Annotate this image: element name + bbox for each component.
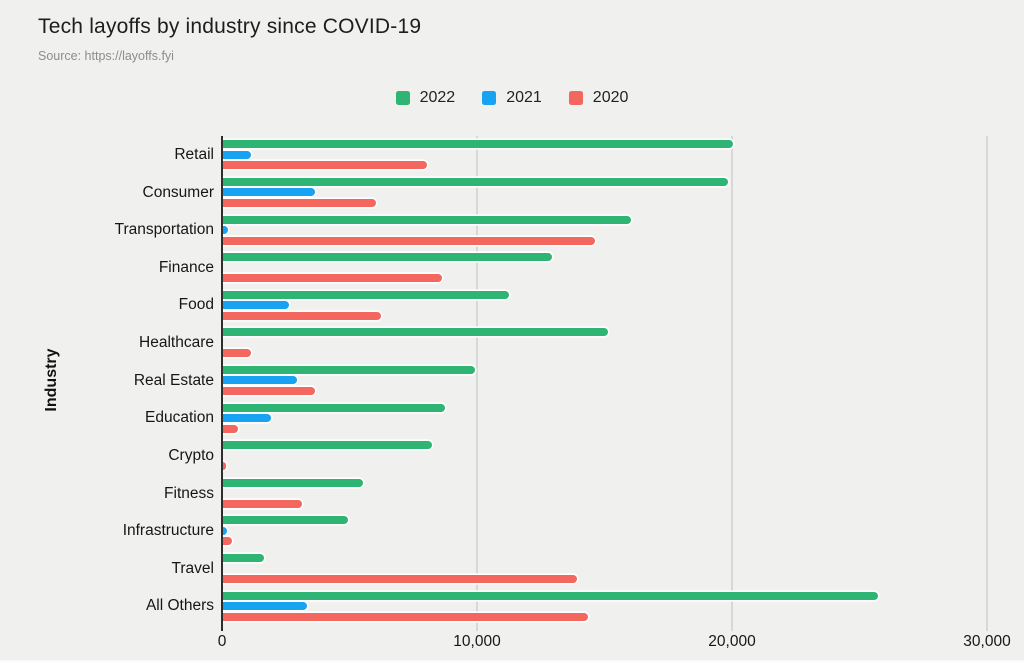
category-label-food: Food [178, 296, 214, 314]
legend-swatch-2021 [482, 91, 497, 105]
category-label-consumer: Consumer [142, 183, 215, 201]
bar-finance-2020 [223, 274, 443, 283]
bar-consumer-2020 [223, 198, 376, 207]
y-axis-title: Industry [43, 348, 60, 412]
bar-row-healthcare: Healthcare [0, 324, 1024, 362]
bar-group-education [223, 403, 445, 433]
bar-group-fitness [223, 478, 364, 508]
bar-all-others-2020 [223, 612, 588, 621]
chart-source: Source: https://layoffs.fyi [38, 49, 174, 63]
bar-transportation-2021 [223, 226, 229, 235]
bar-group-transportation [223, 215, 631, 245]
bar-transportation-2022 [223, 215, 631, 224]
bar-retail-2020 [223, 161, 427, 170]
bar-row-infrastructure: Infrastructure [0, 512, 1024, 550]
bar-group-crypto [223, 441, 433, 471]
legend-label-2022: 2022 [419, 89, 456, 106]
category-label-crypto: Crypto [168, 446, 214, 464]
bar-row-consumer: Consumer [0, 174, 1024, 212]
category-label-travel: Travel [171, 559, 215, 577]
x-tick-label-20-000: 20,000 [708, 633, 756, 650]
bar-retail-2021 [223, 150, 252, 159]
legend-swatch-2022 [395, 91, 410, 105]
category-label-all-others: All Others [145, 597, 214, 615]
category-label-finance: Finance [158, 258, 214, 276]
bar-healthcare-2020 [223, 349, 252, 358]
bar-row-real-estate: Real Estate [0, 362, 1024, 400]
bar-infrastructure-2021 [223, 526, 227, 535]
bar-fitness-2022 [223, 478, 364, 487]
bar-real-estate-2022 [223, 365, 476, 374]
bar-travel-2022 [223, 554, 264, 563]
legend-label-2020: 2020 [592, 89, 629, 106]
bar-food-2021 [223, 301, 290, 310]
bar-crypto-2020 [223, 462, 226, 471]
bar-consumer-2021 [223, 188, 315, 197]
bar-crypto-2022 [223, 441, 433, 450]
legend-label-2021: 2021 [506, 89, 542, 106]
bar-education-2020 [223, 424, 239, 433]
x-tick-label-10-000: 10,000 [453, 633, 501, 650]
bar-travel-2020 [223, 575, 578, 584]
category-label-transportation: Transportation [114, 221, 214, 239]
bar-real-estate-2021 [223, 376, 297, 385]
bar-group-healthcare [223, 328, 609, 358]
bar-healthcare-2022 [223, 328, 609, 337]
bar-group-infrastructure [223, 516, 348, 546]
bar-retail-2022 [223, 140, 733, 149]
category-label-real-estate: Real Estate [133, 371, 214, 389]
category-label-fitness: Fitness [164, 484, 214, 502]
bar-row-food: Food [0, 286, 1024, 324]
bar-row-transportation: Transportation [0, 211, 1024, 249]
bar-food-2022 [223, 290, 509, 299]
bar-group-travel [223, 554, 578, 584]
bar-infrastructure-2022 [223, 516, 348, 525]
bar-row-all-others: All Others [0, 587, 1024, 625]
bar-education-2021 [223, 414, 272, 423]
bar-row-retail: Retail [0, 136, 1024, 174]
bar-group-food [223, 290, 509, 320]
bar-row-finance: Finance [0, 249, 1024, 287]
bar-row-fitness: Fitness [0, 475, 1024, 513]
gridline-20-000 [731, 136, 733, 631]
gridline-10-000 [476, 136, 478, 631]
category-label-retail: Retail [174, 146, 214, 163]
bar-row-crypto: Crypto [0, 437, 1024, 475]
category-label-education: Education [145, 409, 214, 427]
bar-all-others-2021 [223, 602, 308, 611]
bar-row-travel: Travel [0, 550, 1024, 588]
bar-food-2020 [223, 311, 382, 320]
bar-group-consumer [223, 177, 728, 207]
category-label-healthcare: Healthcare [139, 334, 214, 352]
bar-group-finance [223, 253, 552, 283]
bar-transportation-2020 [223, 236, 596, 245]
bar-education-2022 [223, 403, 445, 412]
bar-consumer-2022 [223, 177, 728, 186]
chart-title: Tech layoffs by industry since COVID-19 [38, 15, 422, 38]
bar-group-real-estate [223, 365, 476, 395]
bar-all-others-2022 [223, 591, 879, 600]
bar-infrastructure-2020 [223, 537, 232, 546]
x-tick-label-0: 0 [217, 633, 227, 650]
bar-real-estate-2020 [223, 386, 315, 395]
bar-finance-2022 [223, 253, 552, 262]
legend-item-2022: 2022 [395, 89, 456, 107]
bar-group-all-others [223, 591, 879, 621]
legend-item-2020: 2020 [568, 89, 629, 107]
gridline-30-000 [986, 136, 988, 631]
bar-group-retail [223, 140, 733, 170]
bar-fitness-2020 [223, 499, 303, 508]
legend: 2022 2021 2020 [0, 89, 1024, 107]
legend-item-2021: 2021 [482, 89, 542, 107]
category-label-infrastructure: Infrastructure [122, 522, 214, 540]
y-axis-line [221, 136, 223, 631]
bar-row-education: Education [0, 399, 1024, 437]
legend-swatch-2020 [568, 91, 583, 105]
x-tick-label-30-000: 30,000 [963, 633, 1011, 650]
